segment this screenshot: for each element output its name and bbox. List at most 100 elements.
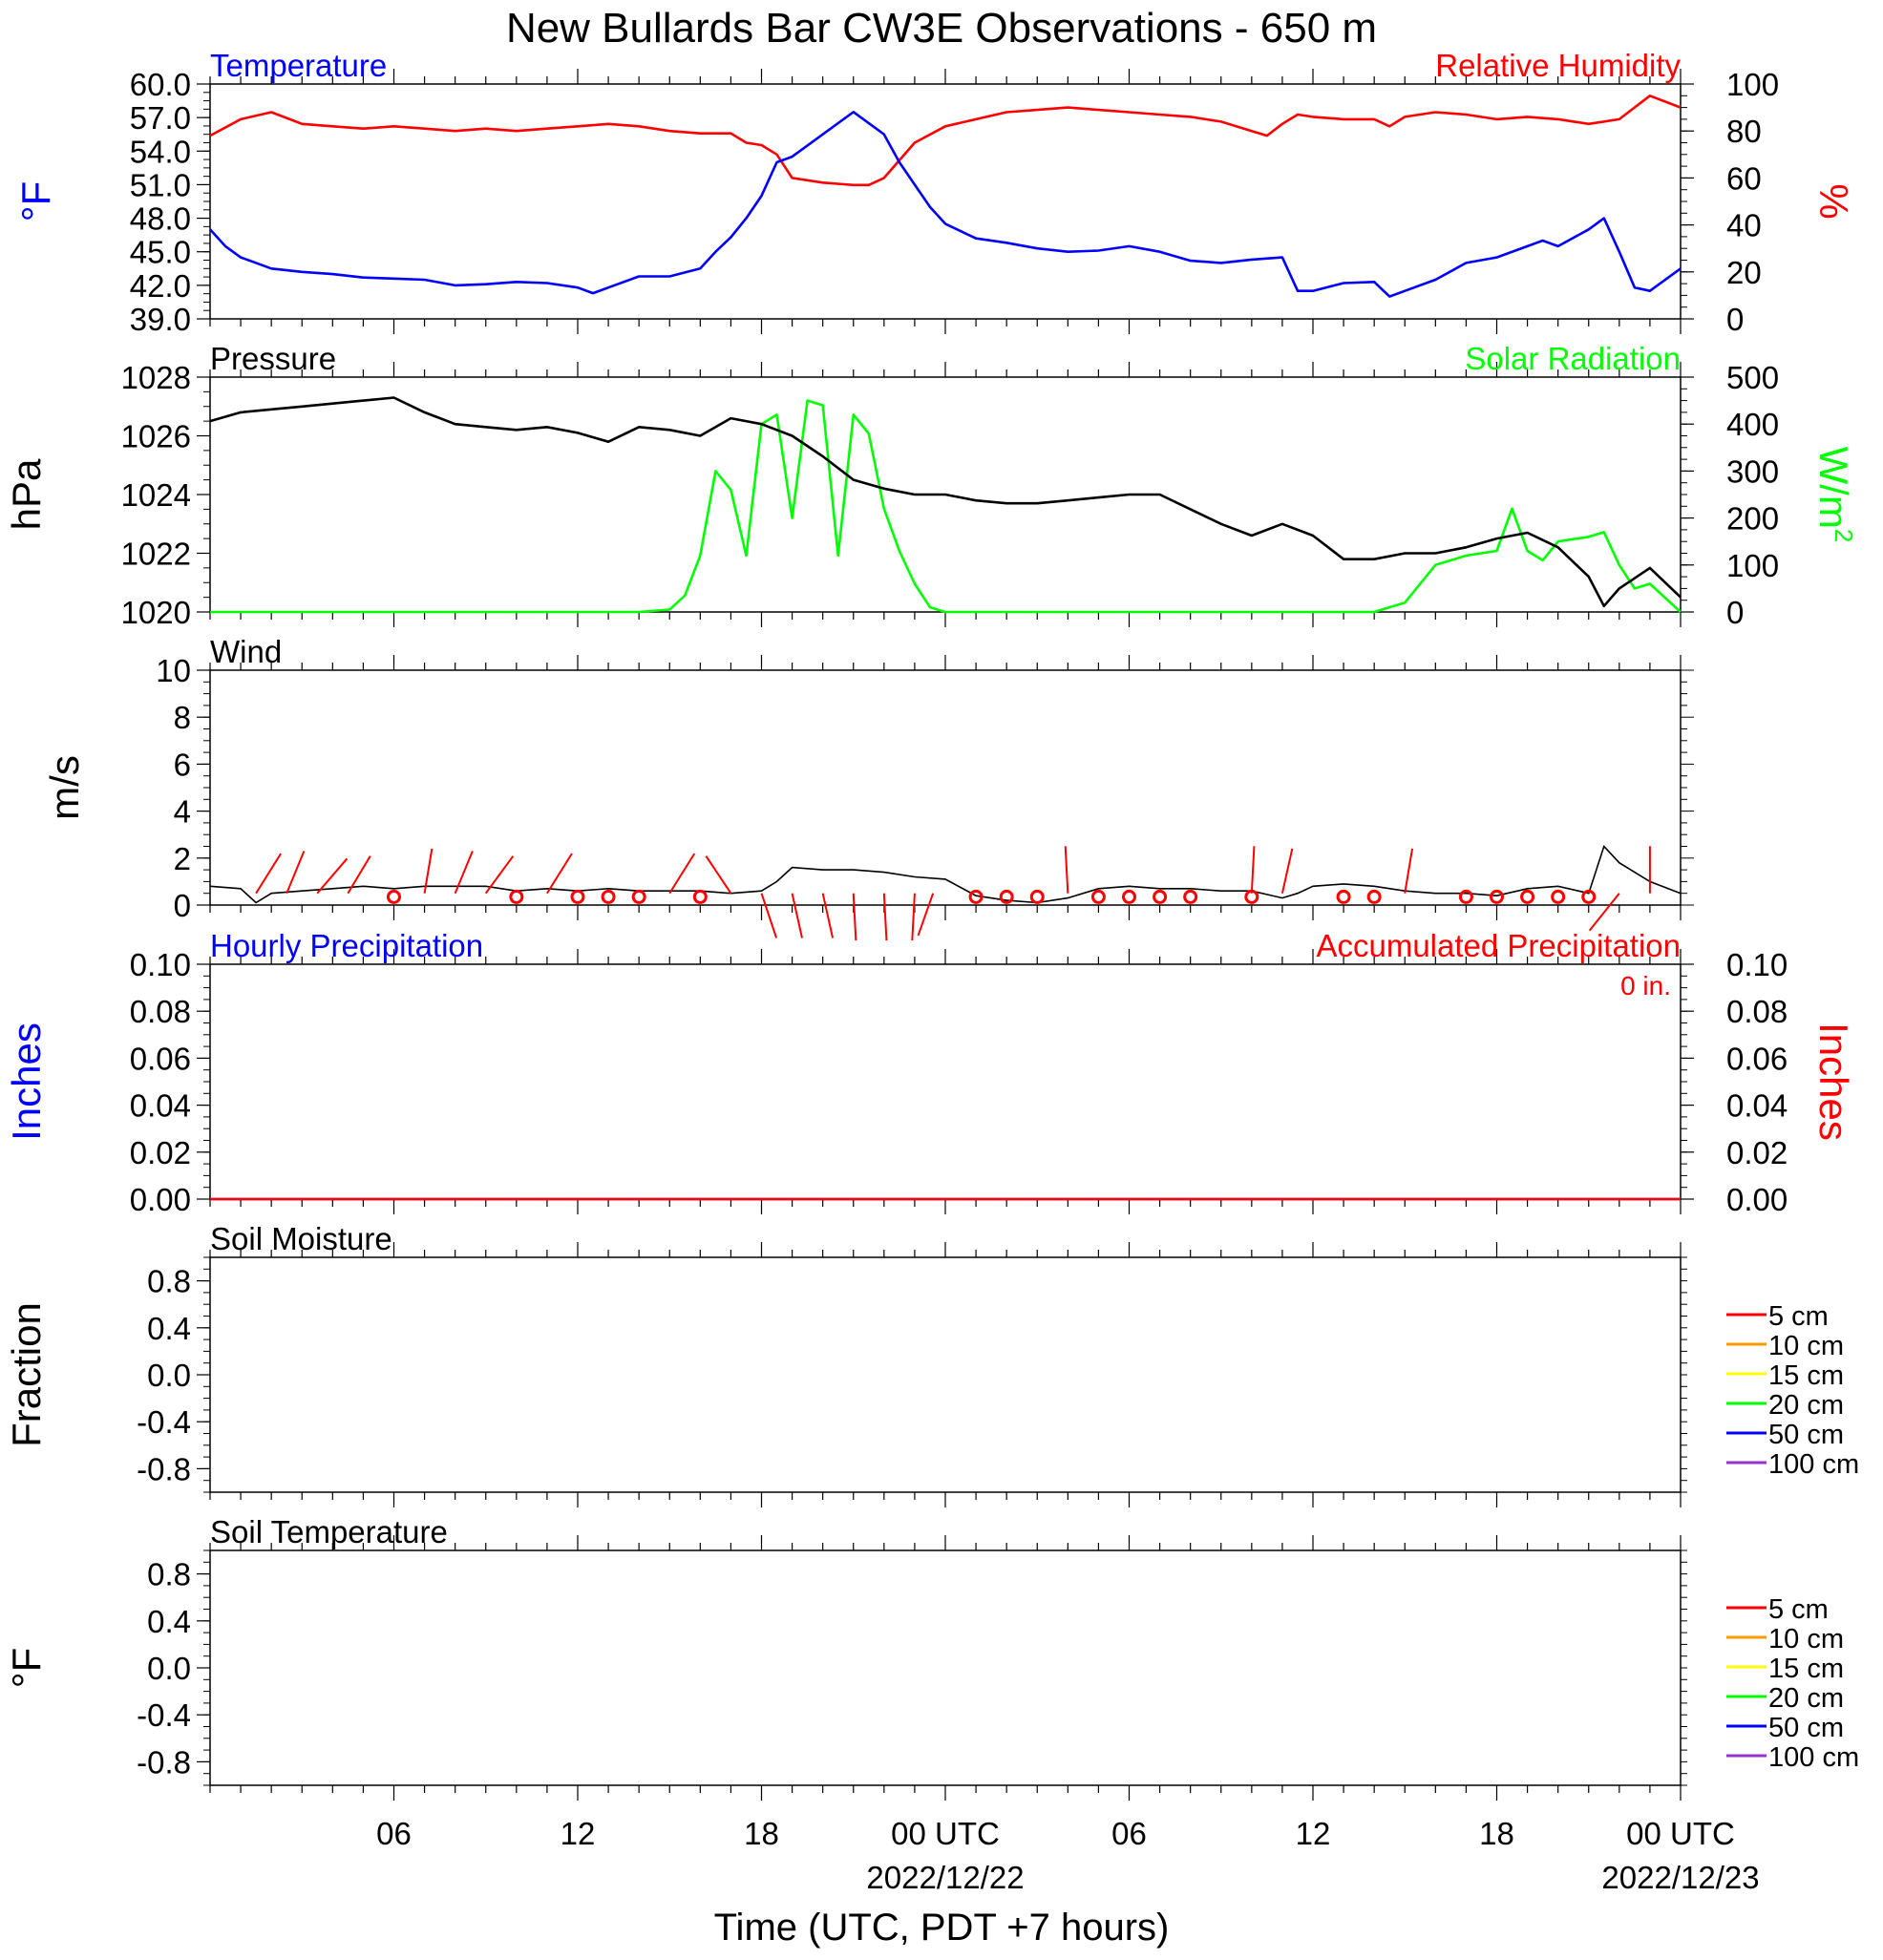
soil_moist-panel: -0.8 -0.4 0.0 0.4 0.8 Soil Moisture Fraction 5 … [4, 1221, 1859, 1507]
x-date-label: 2022/12/23 [1601, 1860, 1759, 1895]
wind-left-unit: m/s [42, 755, 87, 820]
wind-barb [791, 893, 803, 938]
precip-y2-tick-label: 0.06 [1726, 1041, 1788, 1076]
x-tick-label: 00 UTC [1626, 1816, 1735, 1851]
pressure-y-tick-label: 1028 [121, 360, 191, 395]
wind-barb [882, 893, 888, 941]
soil_temp-legend-label: 50 cm [1768, 1713, 1844, 1743]
wind-calm-marker [692, 889, 708, 904]
x-axis-title: Time (UTC, PDT +7 hours) [714, 1907, 1170, 1949]
temp-y2-tick-label: 80 [1726, 114, 1762, 149]
pressure-y2-tick-label: 200 [1726, 501, 1779, 537]
soil_temp-left-title: Soil Temperature [210, 1514, 448, 1549]
soil_temp-legend-label: 20 cm [1768, 1683, 1844, 1714]
wind-calm-marker [387, 889, 401, 904]
wind-barb [917, 893, 935, 937]
wind-calm-marker [1581, 889, 1597, 904]
soil_moist-legend-label: 5 cm [1768, 1301, 1829, 1332]
wind-barb [668, 853, 696, 895]
pressure-y2-tick-label: 300 [1726, 453, 1779, 489]
wind-y-tick-label: 0 [174, 888, 191, 923]
x-date-label: 2022/12/22 [866, 1860, 1024, 1895]
soil_moist-legend-label: 50 cm [1768, 1420, 1844, 1450]
wind-calm-marker [1366, 889, 1382, 904]
temp-y-tick-label: 54.0 [130, 134, 191, 169]
temp-right-unit: % [1811, 183, 1856, 219]
wind-barb [1280, 848, 1294, 894]
temp-frame [209, 83, 1682, 320]
series-temperature [209, 111, 1682, 298]
soil_moist-y-tick-label: -0.8 [137, 1451, 191, 1486]
wind-calm-marker [1029, 889, 1045, 904]
soil_moist-legend-label: 100 cm [1768, 1449, 1859, 1480]
temp-y2-tick-label: 100 [1726, 67, 1779, 102]
wind-calm-marker [1490, 889, 1504, 904]
soil_temp-y-tick-label: -0.8 [137, 1744, 191, 1780]
pressure-y-tick-label: 1026 [121, 419, 191, 454]
time-axis-labels: 06 12 18 00 UTC 2022/12/22 06 12 18 00 UTC 2022/1… [376, 1816, 1759, 1895]
pressure-y-tick-label: 1020 [121, 595, 191, 630]
wind-barb [760, 893, 778, 938]
wind-y-tick-label: 2 [174, 841, 191, 876]
wind-barb [705, 855, 732, 895]
temp-y-tick-label: 51.0 [130, 167, 191, 202]
wind-barb [1250, 846, 1256, 894]
soil_moist-y-tick-label: 0.0 [147, 1358, 191, 1393]
wind-barb [821, 893, 835, 938]
temp-y-tick-label: 39.0 [130, 302, 191, 337]
x-tick-label: 06 [1111, 1816, 1147, 1851]
pressure-right-title: Solar Radiation [1465, 341, 1681, 376]
temp-y2-tick-label: 60 [1726, 160, 1762, 196]
wind-y-tick-label: 4 [174, 794, 191, 830]
wind-calm-marker [1520, 889, 1535, 904]
wind-barb [911, 893, 916, 941]
precip-y-tick-label: 0.00 [130, 1182, 191, 1217]
pressure-y-tick-label: 1022 [121, 537, 191, 572]
pressure-panel: 1020 1022 1024 1026 1028 0 100 200 300 400 500 Pres… [4, 341, 1858, 630]
wind-calm-marker [1153, 889, 1168, 904]
wind-barb [286, 851, 306, 895]
soil_moist-legend-label: 20 cm [1768, 1390, 1844, 1421]
wind-barb [423, 848, 434, 894]
wind-y-tick-label: 10 [156, 653, 191, 688]
temp-y-tick-label: 57.0 [130, 100, 191, 136]
series-pressure [209, 396, 1682, 608]
x-tick-label: 18 [744, 1816, 779, 1851]
precip-left-title: Hourly Precipitation [210, 928, 483, 963]
x-tick-label: 12 [561, 1816, 596, 1851]
soil_moist-y-tick-label: 0.8 [147, 1264, 191, 1299]
temp-y-tick-label: 45.0 [130, 235, 191, 270]
precip-left-unit: Inches [4, 1022, 49, 1141]
soil_moist-frame [209, 1256, 1682, 1493]
temp-y-tick-label: 48.0 [130, 201, 191, 237]
wind-calm-marker [1122, 889, 1136, 904]
wind-calm-marker [968, 889, 984, 904]
precip-y-tick-label: 0.08 [130, 994, 191, 1029]
precip-total-label: 0 in. [1620, 971, 1671, 1001]
temp-y2-tick-label: 0 [1726, 302, 1744, 337]
precip-right-title: Accumulated Precipitation [1316, 928, 1681, 963]
wind-calm-marker [999, 889, 1014, 904]
precip-y-tick-label: 0.04 [130, 1088, 191, 1124]
temp-left-title: Temperature [210, 48, 387, 83]
wind-frame [209, 669, 1682, 906]
wind-barb [347, 855, 371, 895]
soil_moist-left-unit: Fraction [4, 1302, 49, 1447]
pressure-left-title: Pressure [210, 341, 336, 376]
soil_moist-legend-label: 10 cm [1768, 1331, 1844, 1361]
precip-y2-tick-label: 0.04 [1726, 1088, 1788, 1124]
wind-y-tick-label: 6 [174, 747, 191, 782]
pressure-right-unit: W/m2 [1811, 447, 1858, 543]
wind-calm-marker [1244, 889, 1259, 904]
soil_moist-y-tick-label: 0.4 [147, 1311, 191, 1346]
pressure-y2-tick-label: 100 [1726, 548, 1779, 583]
wind-calm-marker [509, 889, 524, 904]
wind-calm-marker [1551, 889, 1566, 904]
pressure-left-unit: hPa [4, 458, 49, 530]
series-relative-humidity [209, 95, 1682, 187]
chart-panels: 39.042.045.048.051.054.057.060.002040608… [4, 48, 1859, 1801]
wind-panel: 0 2 4 6 8 10 Wind m/s [42, 634, 1694, 941]
series-wind-speed [209, 844, 1682, 904]
precip-y-tick-label: 0.02 [130, 1135, 191, 1170]
